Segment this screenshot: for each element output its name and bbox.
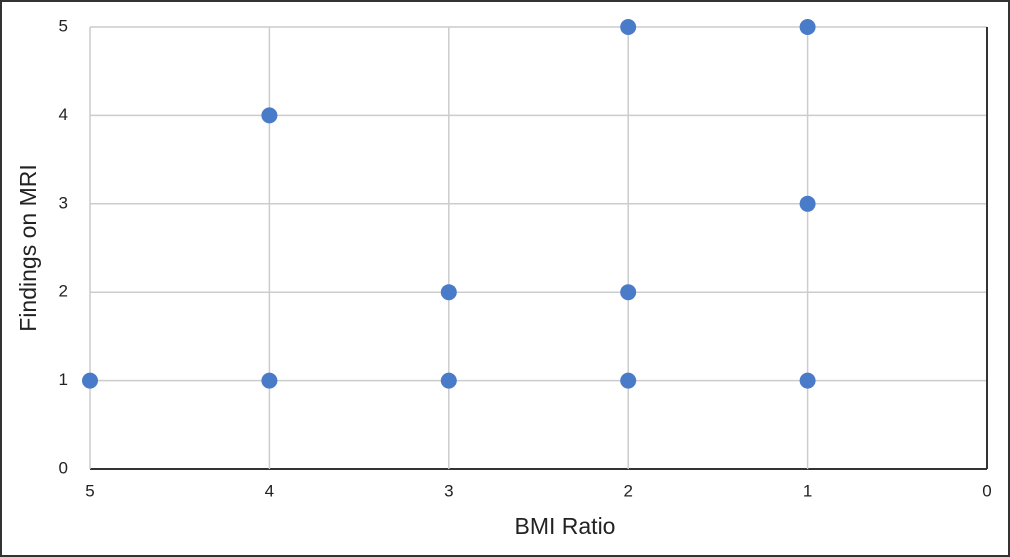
y-tick-label: 1 [59,370,68,389]
x-tick-label: 2 [623,481,632,500]
point [799,19,816,35]
y-tick-label: 2 [59,282,68,301]
x-tick-label: 4 [265,481,274,500]
y-tick-label: 4 [59,105,68,124]
point [261,372,278,389]
y-tick-label: 0 [59,458,68,477]
point [82,372,98,389]
y-tick-label: 3 [59,193,68,212]
point [620,284,637,301]
point [620,372,637,389]
x-tick-label: 1 [803,481,812,500]
x-axis-title: BMI Ratio [515,513,616,539]
point [799,372,816,389]
point [799,195,816,212]
point [440,372,457,389]
y-axis-title: Findings on MRI [15,164,41,331]
x-tick-label: 0 [982,481,991,500]
x-tick-label: 5 [85,481,94,500]
point [261,107,278,124]
x-tick-label: 3 [444,481,453,500]
y-tick-label: 5 [59,16,68,35]
point [620,19,637,35]
point [440,284,457,301]
